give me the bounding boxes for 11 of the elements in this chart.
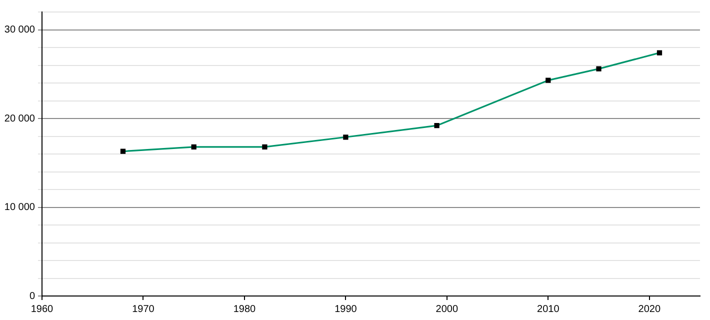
- x-tick-label: 2010: [537, 304, 560, 315]
- y-tick-label: 20 000: [4, 113, 36, 124]
- x-tick-label: 1980: [233, 304, 256, 315]
- x-tick-label: 1990: [334, 304, 358, 315]
- x-tick-label: 2000: [436, 304, 458, 315]
- x-tick-label: 2020: [638, 304, 661, 315]
- y-tick-label: 0: [29, 290, 36, 302]
- y-tick-label: 30 000: [4, 24, 36, 36]
- y-tick-label: 10 000: [4, 202, 36, 213]
- x-tick-label: 1960: [30, 304, 54, 315]
- x-tick-label: 1970: [132, 304, 155, 315]
